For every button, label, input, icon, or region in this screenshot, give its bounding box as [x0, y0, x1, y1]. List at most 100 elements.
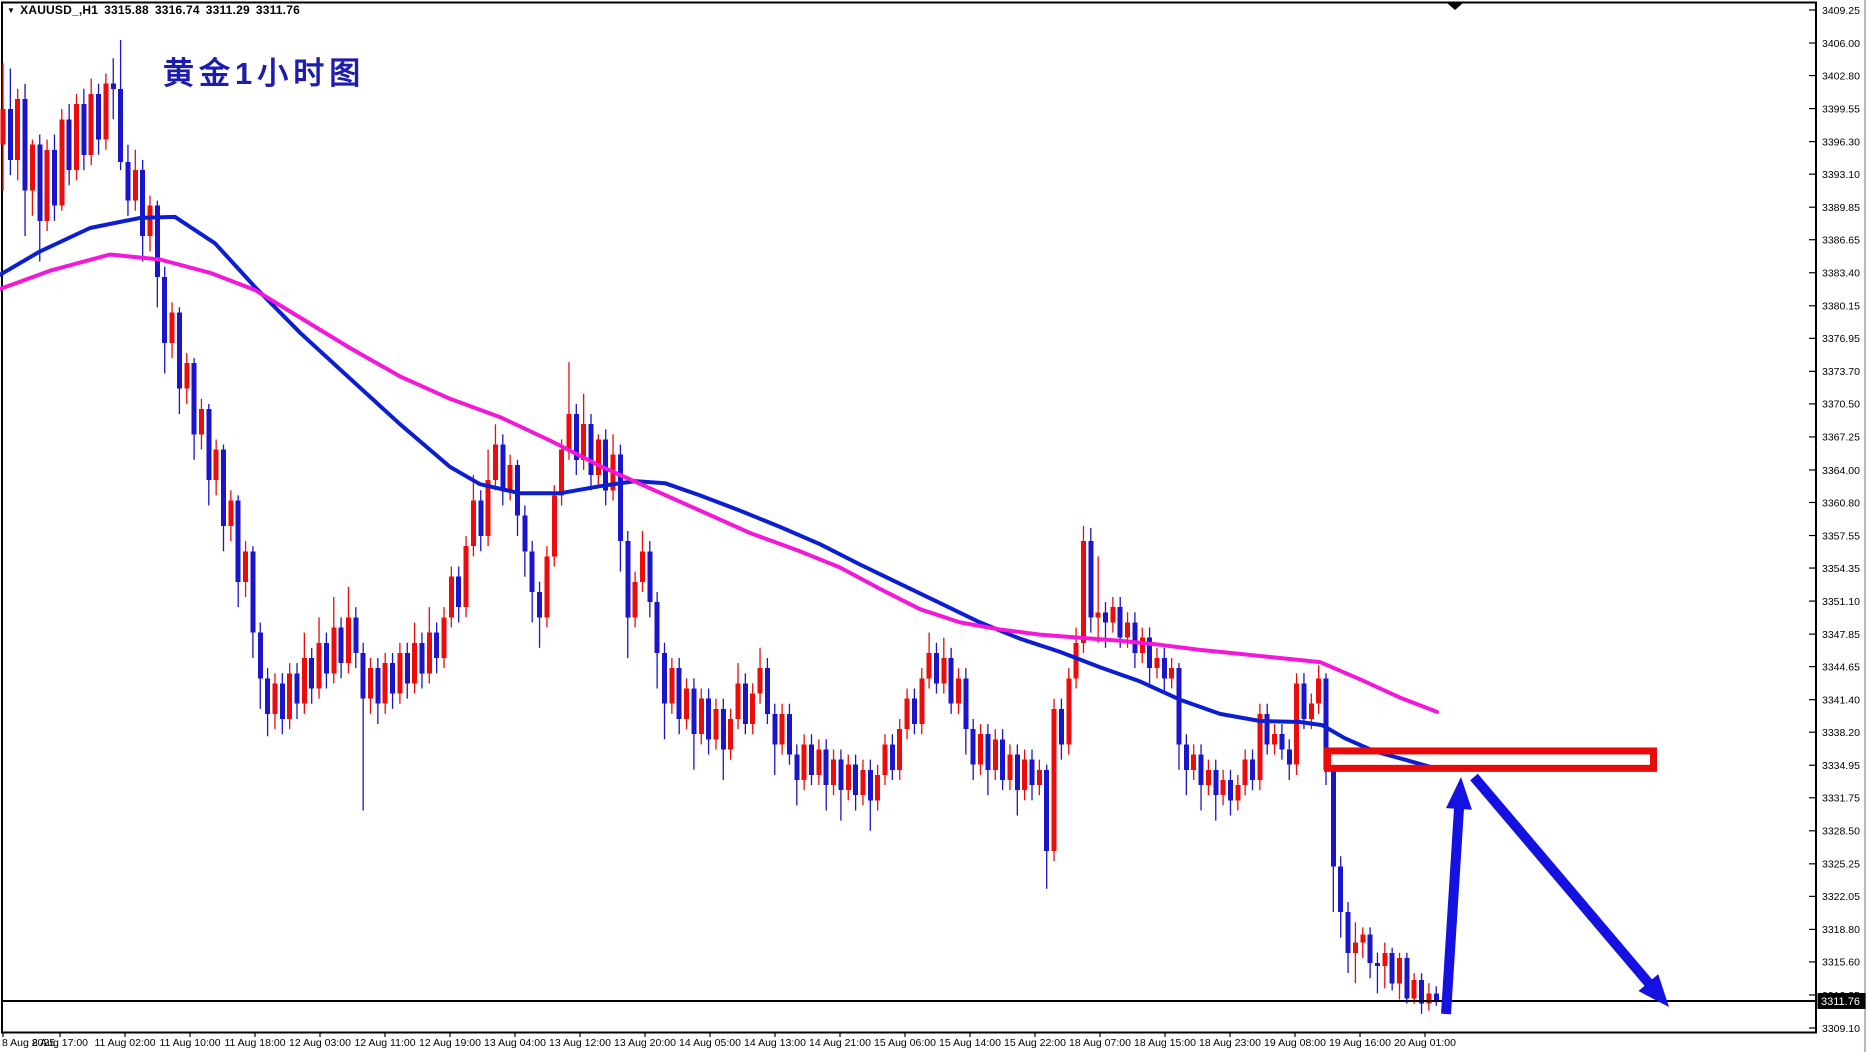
- down-arrow[interactable]: [1470, 773, 1669, 1007]
- candle-body: [1132, 622, 1138, 653]
- candle-body: [1191, 754, 1197, 770]
- candle-body: [1301, 683, 1307, 719]
- candle-body: [51, 149, 57, 206]
- candle-body: [794, 754, 800, 780]
- candle-body: [147, 205, 153, 237]
- annotations-layer[interactable]: [1324, 3, 1670, 1015]
- time-tick-label: 19 Aug 16:00: [1329, 1037, 1391, 1049]
- candle-body: [1198, 754, 1204, 786]
- resistance-box[interactable]: [1324, 747, 1657, 772]
- up-arrow[interactable]: [1441, 777, 1472, 1015]
- candle-body: [1125, 622, 1131, 638]
- candle-body: [764, 668, 770, 714]
- candle-body: [243, 551, 249, 582]
- time-tick-label: 12 Aug 03:00: [289, 1037, 351, 1049]
- down-arrow-head[interactable]: [1638, 974, 1669, 1007]
- chevron-down-icon[interactable]: ▼: [7, 6, 16, 15]
- candle-body: [581, 424, 587, 460]
- price-tick-label: 3344.65: [1822, 661, 1860, 673]
- candle-body: [713, 708, 719, 740]
- candle-body: [37, 144, 43, 221]
- time-tick-label: 14 Aug 05:00: [679, 1037, 741, 1049]
- candle-body: [1029, 759, 1035, 786]
- candle-body: [632, 581, 638, 618]
- candle-body: [118, 88, 124, 162]
- candle-body: [801, 744, 807, 780]
- candle-body: [1433, 993, 1439, 1001]
- price-tick-label: 3376.95: [1822, 333, 1860, 345]
- price-tick-label: 3373.70: [1822, 366, 1860, 378]
- candle-body: [522, 515, 528, 552]
- candle-body: [140, 170, 146, 237]
- candle-body: [1316, 678, 1322, 704]
- scroll-end-marker-icon[interactable]: [1447, 3, 1463, 10]
- candle-body: [397, 652, 403, 694]
- chart-title-overlay: 黄金1小时图: [163, 56, 366, 91]
- candle-body: [272, 683, 278, 714]
- candle-body: [1397, 957, 1402, 984]
- candle-body: [309, 658, 315, 689]
- candle-body: [96, 93, 102, 140]
- time-tick-label: 18 Aug 15:00: [1134, 1037, 1196, 1049]
- candle-body: [537, 591, 543, 618]
- time-tick-label: 14 Aug 21:00: [809, 1037, 871, 1049]
- candle-body: [287, 673, 293, 719]
- candle-body: [625, 541, 631, 618]
- price-tick-label: 3370.50: [1822, 399, 1860, 411]
- time-tick-label: 15 Aug 06:00: [874, 1037, 936, 1049]
- candle-body: [81, 104, 87, 155]
- candle-body: [845, 764, 851, 791]
- bid-tag-value: 3311.76: [1821, 996, 1860, 1008]
- candle-body: [1352, 942, 1358, 953]
- candle-body: [720, 708, 726, 750]
- up-arrow-head[interactable]: [1446, 777, 1472, 810]
- price-tick-label: 3396.30: [1822, 136, 1860, 148]
- candle-body: [1073, 642, 1079, 679]
- candle-body: [1250, 759, 1255, 780]
- price-tick-label: 3402.80: [1822, 70, 1860, 82]
- candle-body: [853, 764, 859, 796]
- up-arrow-shaft[interactable]: [1441, 802, 1465, 1015]
- time-tick-label: 8 Aug 2025: [2, 1037, 55, 1049]
- candle-body: [88, 93, 94, 155]
- ohlc-close: 3311.76: [255, 3, 300, 17]
- candle-body: [213, 449, 219, 481]
- candle-body: [735, 683, 741, 719]
- candle-body: [691, 688, 697, 735]
- candle-body: [7, 109, 13, 160]
- candle-body: [786, 713, 792, 755]
- candle-body: [772, 713, 778, 745]
- candle-body: [515, 464, 520, 516]
- symbol-header[interactable]: ▼ XAUUSD_,H1 3315.88 3316.74 3311.29 3311.76: [7, 3, 300, 17]
- candle-body: [1161, 658, 1167, 679]
- candle-body: [889, 744, 895, 770]
- down-arrow-shaft[interactable]: [1470, 773, 1656, 991]
- candle-body: [66, 119, 72, 171]
- time-tick-label: 19 Aug 08:00: [1264, 1037, 1326, 1049]
- candle-body: [15, 98, 21, 160]
- candle-body: [544, 556, 550, 618]
- candle-body: [809, 744, 814, 775]
- candle-body: [529, 551, 535, 592]
- candle-body: [676, 668, 682, 719]
- candle-body: [1242, 759, 1248, 786]
- candle-body: [1014, 754, 1020, 791]
- time-tick-label: 20 Aug 01:00: [1394, 1037, 1456, 1049]
- candle-body: [125, 161, 131, 201]
- candle-body: [867, 769, 873, 801]
- candle-body: [1338, 866, 1344, 913]
- candle-body: [1205, 769, 1211, 786]
- candle-body: [353, 617, 359, 653]
- candle-body: [294, 673, 300, 704]
- price-axis[interactable]: 3409.25 3406.00 3402.80 3399.55 3396.30 3393.…: [1809, 5, 1860, 1035]
- candle-body: [1308, 703, 1314, 719]
- candle-body: [1419, 980, 1425, 1004]
- candle-body: [1257, 713, 1263, 780]
- candle-body: [897, 729, 903, 770]
- candle-body: [1345, 912, 1351, 953]
- candle-body: [1103, 612, 1108, 623]
- candle-body: [426, 632, 432, 674]
